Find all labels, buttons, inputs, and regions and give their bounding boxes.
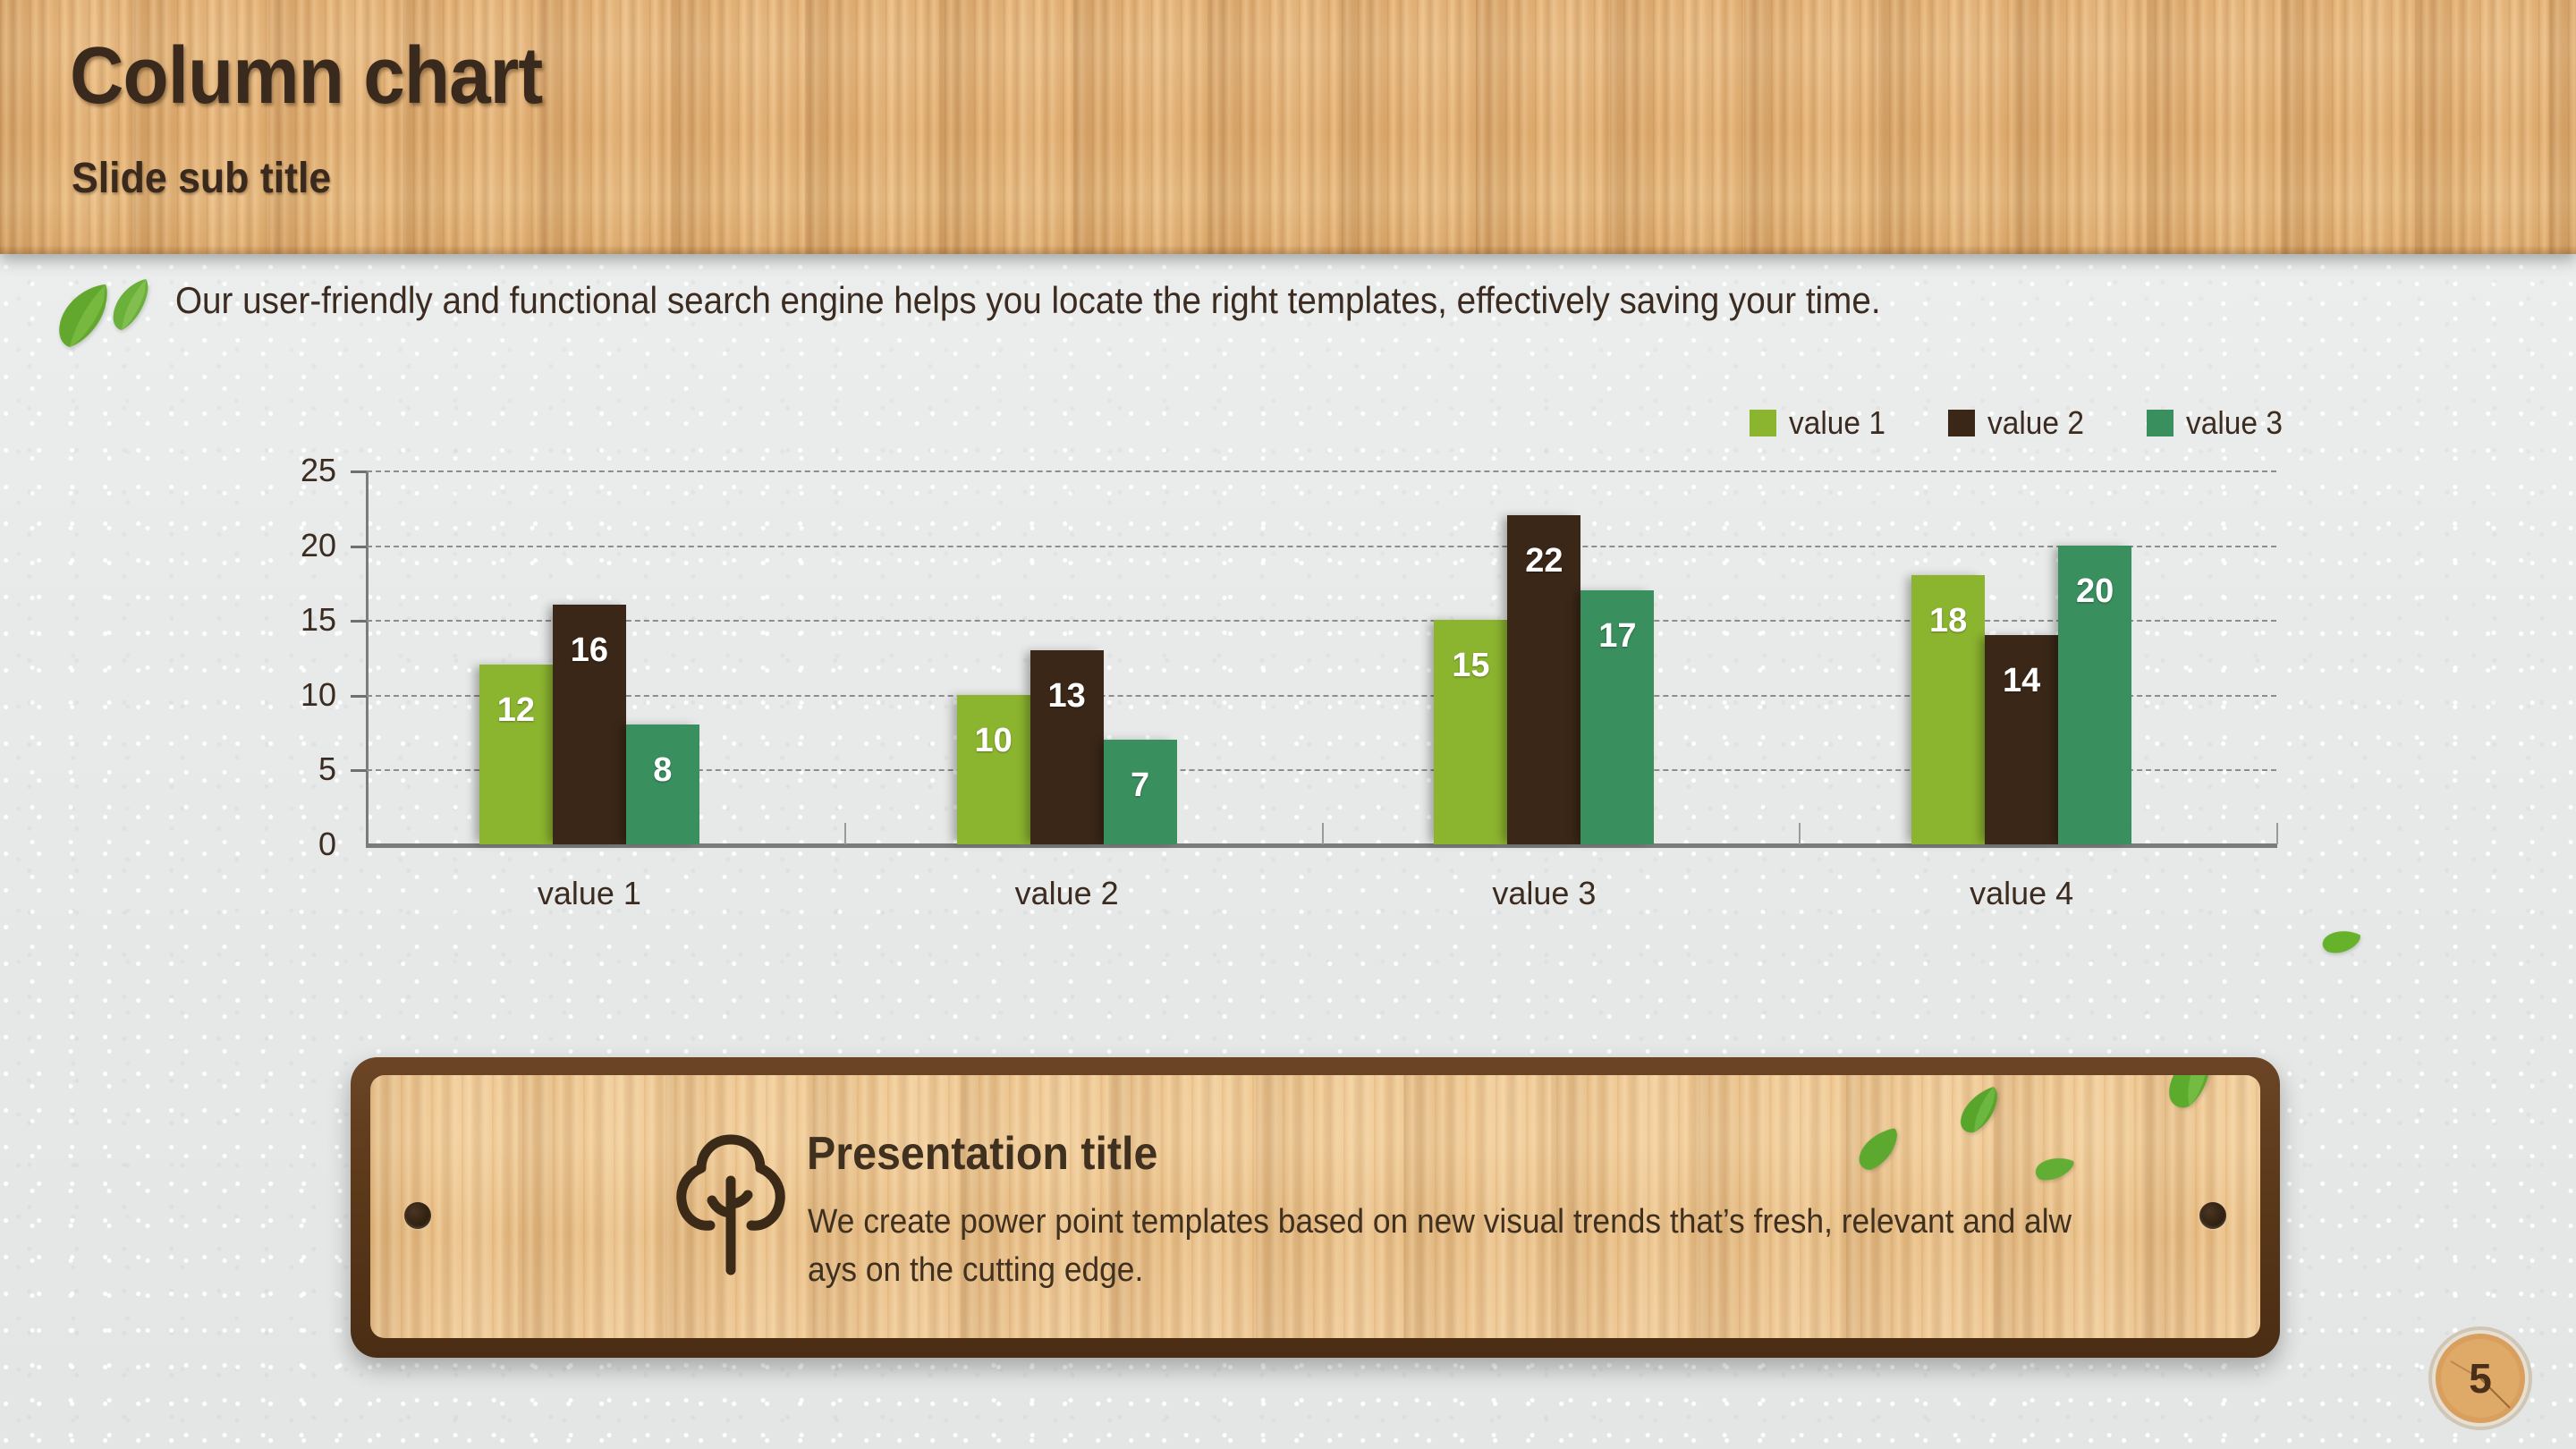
category-separator [1321,823,1324,844]
legend-label: value 2 [1987,404,2084,441]
leaf-icon [109,275,150,331]
legend-item-2[interactable]: value 3 [2146,404,2290,442]
category-separator [1799,823,1801,844]
gridline [367,620,2276,623]
plaque-body-text: We create power point templates based on… [808,1203,2072,1289]
y-axis-tick-label: 10 [300,675,336,713]
bar[interactable]: 20 [2058,545,2132,844]
leaf-icon [2150,1075,2232,1117]
bar[interactable]: 18 [1911,575,1986,844]
bar[interactable]: 17 [1580,589,1655,844]
gridline [367,470,2276,472]
bar-value-label: 20 [2075,572,2114,610]
bar[interactable]: 7 [1103,739,1177,844]
bar-value-label: 22 [1525,542,1563,580]
legend-swatch-icon [2146,410,2174,436]
bar[interactable]: 8 [625,724,699,844]
category-separator [2276,823,2278,844]
plaque-panel: Presentation title We create power point… [370,1075,2260,1338]
legend-label: value 1 [1788,404,1885,441]
gridline [367,769,2276,772]
legend-label: value 3 [2185,404,2283,441]
x-axis-tick-label: value 2 [1014,875,1119,911]
y-axis-tick-label: 0 [318,826,336,862]
bar[interactable]: 22 [1507,515,1581,844]
legend-item-1[interactable]: value 2 [1947,404,2091,442]
y-axis-tick-label: 5 [318,750,336,788]
y-axis-tick [351,694,367,698]
leaf-icon [1947,1082,2011,1140]
tree-icon [665,1131,796,1284]
page-subtitle: Slide sub title [72,155,332,202]
y-axis-tick [351,545,367,548]
legend-item-0[interactable]: value 1 [1749,404,1893,442]
category-separator [843,823,846,844]
y-axis-tick-label: 25 [300,452,336,488]
chart-plot-area: 0 5 10 15 20 25 12 16 8 10 13 7 15 22 17 18 14 20 value … [301,452,2278,911]
leaf-icon [1849,1123,1908,1174]
bar-value-label: 7 [1131,766,1150,804]
bar-value-label: 12 [496,691,536,730]
bar[interactable]: 15 [1434,620,1508,844]
chart-legend: value 1 value 2 value 3 [1749,404,2290,442]
x-axis-tick-label: value 3 [1492,875,1597,911]
y-axis-tick-label: 15 [300,601,336,639]
y-axis-tick [351,470,367,473]
page-number: 5 [2469,1355,2492,1402]
leaf-icon [55,279,111,349]
y-axis-tick-label: 20 [300,526,336,564]
bar-value-label: 15 [1452,647,1490,685]
bar[interactable]: 14 [1985,634,2059,844]
leaf-icon [2031,1149,2077,1189]
screw-hole-icon [404,1202,431,1229]
intro-text: Our user-friendly and functional search … [175,279,1881,321]
column-chart: value 1 value 2 value 3 0 5 10 15 20 25 12 16 8… [0,385,2576,993]
bar-value-label: 17 [1598,616,1637,655]
page-title: Column chart [70,31,543,121]
bar[interactable]: 10 [956,694,1030,844]
bar[interactable]: 13 [1030,649,1104,844]
bar-value-label: 10 [974,721,1013,759]
gridline [367,545,2276,547]
page-number-badge: 5 [2428,1326,2533,1431]
bar-value-label: 8 [653,751,673,790]
bar-value-label: 16 [570,631,609,670]
x-axis-tick-label: value 4 [1970,875,2074,911]
screw-hole-icon [2199,1202,2226,1229]
bar[interactable]: 16 [552,605,626,844]
bar-value-label: 18 [1928,602,1968,640]
bar[interactable]: 12 [479,665,553,844]
presentation-plaque[interactable]: Presentation title We create power point… [351,1057,2280,1358]
bar-value-label: 14 [2002,661,2041,699]
y-axis-tick [351,620,367,623]
legend-swatch-icon [1749,410,1776,436]
y-axis-line [366,470,369,844]
plaque-title: Presentation title [807,1128,1158,1180]
bar-value-label: 13 [1047,676,1086,715]
gridline [367,694,2276,697]
x-axis-line [366,843,2277,848]
legend-swatch-icon [1947,410,1975,436]
y-axis-tick [351,769,367,773]
x-axis-tick-label: value 1 [537,875,641,911]
header-wood-banner: Column chart Slide sub title [0,0,2576,254]
